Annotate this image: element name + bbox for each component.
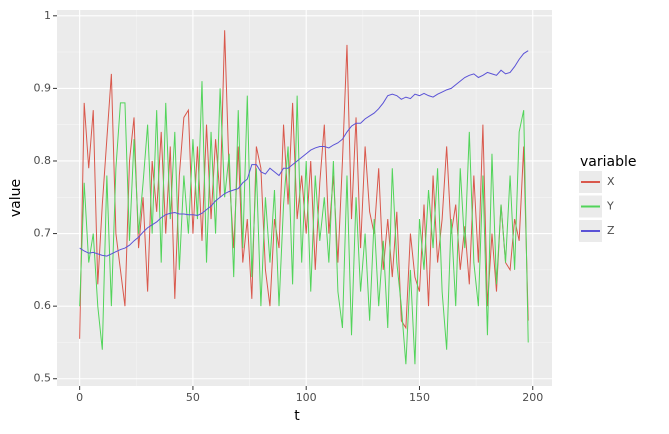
x-tick-label: 50 bbox=[186, 391, 200, 404]
x-tick-label: 0 bbox=[76, 391, 83, 404]
series-line bbox=[79, 81, 529, 365]
legend-label: X bbox=[607, 175, 615, 188]
y-tick-label: 1 bbox=[44, 9, 51, 22]
y-axis-title: value bbox=[8, 179, 24, 217]
series-line bbox=[79, 50, 529, 257]
y-tick-label: 0.8 bbox=[34, 154, 52, 167]
y-tick-label: 0.7 bbox=[34, 227, 52, 240]
legend-title: variable bbox=[580, 154, 636, 170]
legend-label: Z bbox=[607, 224, 615, 237]
x-tick-label: 100 bbox=[296, 391, 317, 404]
y-tick-label: 0.5 bbox=[34, 372, 52, 385]
x-tick-label: 150 bbox=[409, 391, 430, 404]
legend-label: Y bbox=[606, 200, 614, 213]
x-axis-title: t bbox=[294, 408, 300, 424]
x-tick-label: 200 bbox=[522, 391, 543, 404]
y-tick-label: 0.6 bbox=[34, 299, 52, 312]
y-tick-label: 0.9 bbox=[34, 81, 52, 94]
